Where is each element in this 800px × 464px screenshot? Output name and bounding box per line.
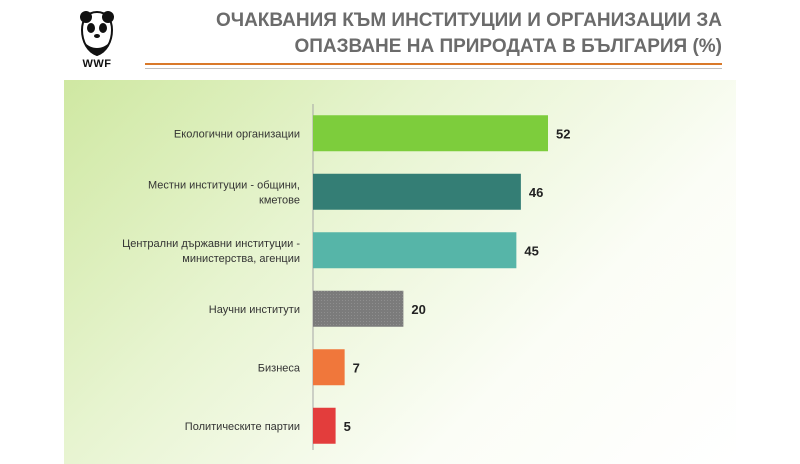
panda-icon [80, 10, 114, 57]
bar [313, 173, 521, 210]
data-label: 5 [344, 419, 351, 434]
wwf-logo: WWF [74, 8, 120, 72]
title-rule-gray [145, 68, 722, 69]
title-line-1: ОЧАКВАНИЯ КЪМ ИНСТИТУЦИИ И ОРГАНИЗАЦИИ З… [215, 10, 722, 31]
data-label: 52 [556, 126, 570, 141]
bar [313, 115, 548, 152]
category-label: Централни държавни институции -министерс… [122, 238, 300, 265]
data-label: 7 [353, 360, 360, 375]
page-title: ОЧАКВАНИЯ КЪМ ИНСТИТУЦИИ И ОРГАНИЗАЦИИ З… [162, 8, 722, 60]
category-label: Научни институти [209, 304, 300, 316]
category-label: Политическите партии [185, 421, 300, 433]
bar [313, 232, 517, 269]
category-label: Бизнеса [258, 362, 301, 374]
data-label: 20 [411, 302, 425, 317]
category-label: Местни институции - общини, кметове [148, 179, 300, 206]
data-label: 46 [529, 185, 543, 200]
logo-text: WWF [82, 58, 112, 70]
bar [313, 290, 404, 327]
bar [313, 349, 345, 386]
title-line-2: ОПАЗВАНЕ НА ПРИРОДАТА В БЪЛГАРИЯ (%) [294, 36, 723, 57]
title-rule-orange [145, 63, 722, 65]
data-label: 45 [524, 243, 538, 258]
category-label: Екологични организации [174, 128, 300, 140]
bar [313, 407, 336, 444]
